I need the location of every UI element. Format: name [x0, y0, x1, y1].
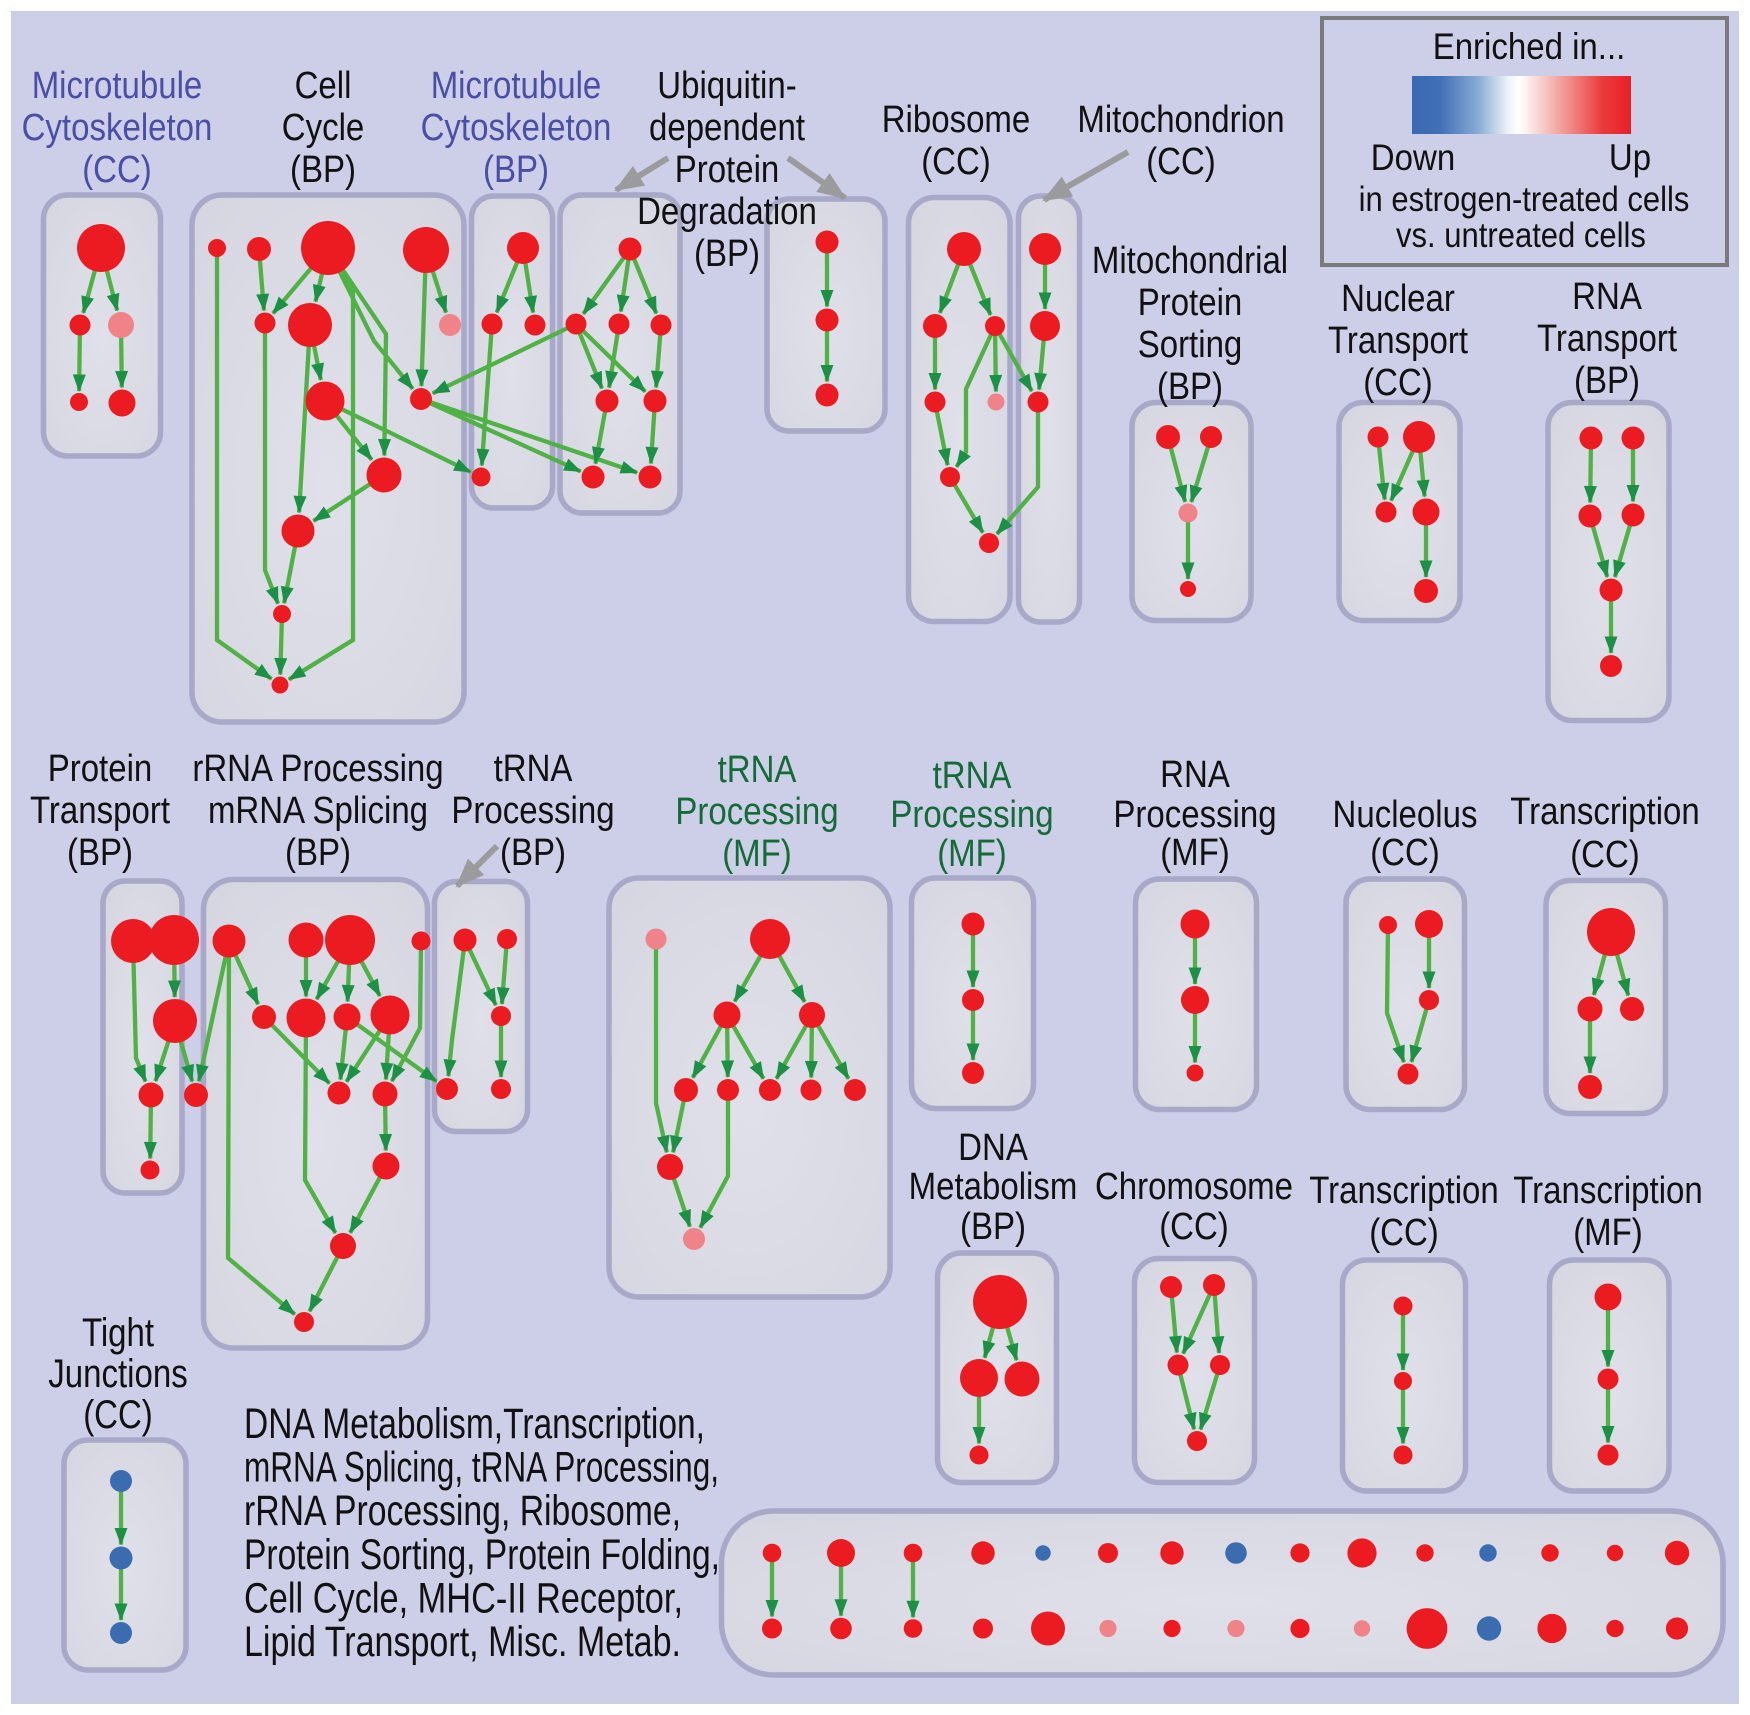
- svg-text:(CC): (CC): [1363, 362, 1433, 404]
- svg-text:(CC): (CC): [1146, 141, 1216, 183]
- svg-text:RNA: RNA: [1160, 754, 1230, 796]
- svg-text:(MF): (MF): [722, 833, 792, 875]
- svg-text:(CC): (CC): [82, 149, 152, 191]
- svg-text:Protein: Protein: [1138, 282, 1243, 324]
- svg-text:Processing: Processing: [451, 790, 614, 832]
- svg-text:(BP): (BP): [694, 233, 760, 275]
- svg-text:Transcription: Transcription: [1309, 1170, 1499, 1212]
- svg-text:(BP): (BP): [1157, 366, 1223, 408]
- svg-text:(CC): (CC): [1370, 832, 1440, 874]
- svg-text:Processing: Processing: [1113, 794, 1276, 836]
- svg-text:dependent: dependent: [649, 107, 805, 149]
- svg-text:(BP): (BP): [285, 832, 351, 874]
- svg-text:tRNA: tRNA: [933, 755, 1012, 797]
- svg-text:Tight: Tight: [82, 1311, 154, 1355]
- svg-text:Cell Cycle, MHC-II Receptor,: Cell Cycle, MHC-II Receptor,: [244, 1574, 683, 1622]
- svg-text:rRNA Processing, Ribosome,: rRNA Processing, Ribosome,: [244, 1487, 681, 1535]
- svg-text:in estrogen-treated cells: in estrogen-treated cells: [1359, 179, 1690, 219]
- svg-text:RNA: RNA: [1572, 276, 1642, 318]
- svg-text:Cytoskeleton: Cytoskeleton: [22, 107, 213, 149]
- svg-text:(CC): (CC): [1369, 1212, 1439, 1254]
- svg-text:Ubiquitin-: Ubiquitin-: [657, 65, 796, 107]
- svg-text:Microtubule: Microtubule: [32, 65, 203, 107]
- svg-text:mRNA Splicing: mRNA Splicing: [208, 790, 428, 832]
- svg-text:Chromosome: Chromosome: [1095, 1166, 1293, 1208]
- svg-text:tRNA: tRNA: [494, 748, 573, 790]
- svg-text:Microtubule: Microtubule: [431, 65, 602, 107]
- svg-text:Enriched in...: Enriched in...: [1433, 26, 1626, 67]
- svg-text:(CC): (CC): [1159, 1206, 1229, 1248]
- svg-text:Mitochondrial: Mitochondrial: [1092, 240, 1288, 282]
- svg-text:Processing: Processing: [890, 794, 1053, 836]
- svg-text:(CC): (CC): [921, 141, 991, 183]
- svg-text:(BP): (BP): [960, 1206, 1026, 1248]
- svg-text:Transport: Transport: [1328, 320, 1468, 362]
- svg-text:Processing: Processing: [675, 791, 838, 833]
- svg-text:(CC): (CC): [1570, 834, 1640, 876]
- svg-text:(BP): (BP): [483, 149, 549, 191]
- svg-text:Cell: Cell: [295, 65, 352, 107]
- svg-text:Up: Up: [1609, 137, 1651, 178]
- svg-text:Degradation: Degradation: [637, 191, 817, 233]
- svg-text:Transport: Transport: [30, 790, 170, 832]
- svg-text:Transport: Transport: [1537, 318, 1677, 360]
- svg-text:(MF): (MF): [1160, 832, 1230, 874]
- svg-text:Ribosome: Ribosome: [882, 99, 1031, 141]
- svg-text:(BP): (BP): [1574, 360, 1640, 402]
- svg-text:(BP): (BP): [290, 149, 356, 191]
- svg-text:(CC): (CC): [83, 1393, 153, 1437]
- svg-text:Cytoskeleton: Cytoskeleton: [421, 107, 612, 149]
- svg-text:Down: Down: [1371, 137, 1455, 178]
- svg-text:Junctions: Junctions: [48, 1352, 187, 1396]
- svg-text:Metabolism: Metabolism: [909, 1166, 1078, 1208]
- svg-text:Mitochondrion: Mitochondrion: [1077, 99, 1284, 141]
- svg-text:(BP): (BP): [500, 832, 566, 874]
- svg-text:Protein Sorting, Protein Foldi: Protein Sorting, Protein Folding,: [244, 1531, 720, 1579]
- svg-text:Protein: Protein: [675, 149, 780, 191]
- svg-text:tRNA: tRNA: [718, 749, 797, 791]
- svg-text:Nucleolus: Nucleolus: [1333, 794, 1478, 836]
- svg-text:mRNA Splicing, tRNA Processing: mRNA Splicing, tRNA Processing,: [244, 1444, 719, 1492]
- svg-text:DNA Metabolism,Transcription,: DNA Metabolism,Transcription,: [244, 1400, 705, 1448]
- svg-text:(BP): (BP): [67, 832, 133, 874]
- svg-text:rRNA Processing: rRNA Processing: [192, 748, 443, 790]
- svg-text:vs. untreated cells: vs. untreated cells: [1396, 215, 1646, 255]
- svg-text:Cycle: Cycle: [282, 107, 365, 149]
- svg-text:Transcription: Transcription: [1510, 791, 1700, 833]
- svg-text:Transcription: Transcription: [1513, 1170, 1703, 1212]
- svg-text:(MF): (MF): [1573, 1212, 1643, 1254]
- svg-text:Protein: Protein: [48, 748, 153, 790]
- svg-text:DNA: DNA: [958, 1127, 1028, 1169]
- svg-text:Nuclear: Nuclear: [1341, 278, 1455, 320]
- svg-text:(MF): (MF): [937, 833, 1007, 875]
- svg-text:Lipid Transport, Misc. Metab.: Lipid Transport, Misc. Metab.: [244, 1618, 681, 1666]
- svg-text:Sorting: Sorting: [1138, 324, 1243, 366]
